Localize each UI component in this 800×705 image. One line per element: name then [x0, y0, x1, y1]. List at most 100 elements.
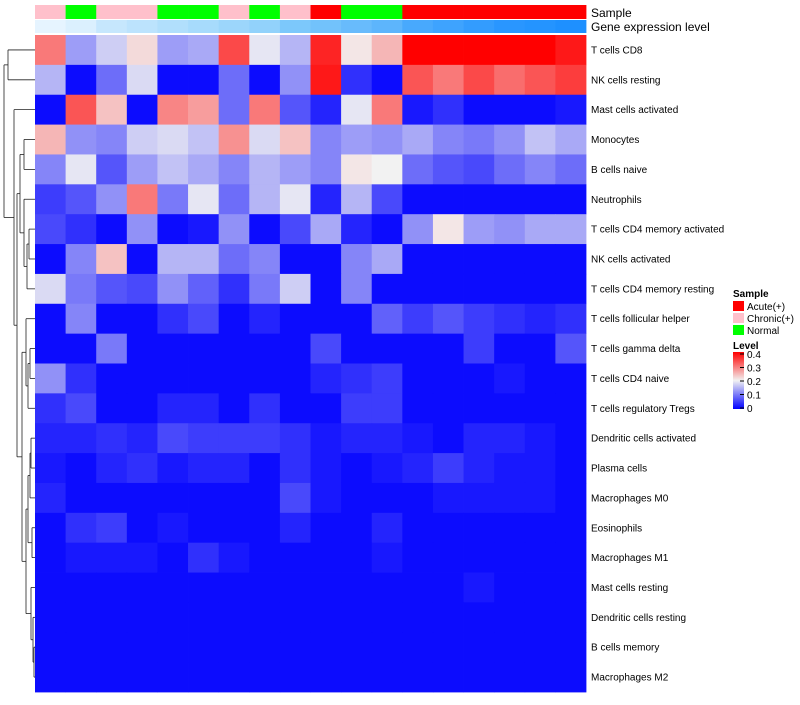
heatmap-cell: [310, 64, 342, 96]
heatmap-cell: [371, 482, 403, 514]
row-label: T cells gamma delta: [591, 344, 681, 355]
heatmap-cell: [463, 453, 495, 484]
heatmap-cell: [371, 602, 403, 633]
heatmap-cell: [371, 64, 403, 96]
row-label: Neutrophils: [591, 195, 642, 206]
sample-annotation-cell: [555, 5, 587, 19]
legend-label-normal: Normal: [747, 326, 779, 337]
heatmap-cell: [432, 64, 464, 96]
heatmap-cell: [402, 273, 434, 305]
row-label: Monocytes: [591, 135, 639, 146]
heatmap-cell: [65, 154, 97, 185]
gene-expression-annotation-cell: [555, 20, 587, 33]
gene-expression-annotation-cell: [494, 20, 526, 33]
heatmap-cell: [402, 333, 434, 364]
heatmap-cell: [432, 303, 464, 335]
sample-annotation-cell: [96, 5, 128, 19]
heatmap-cell: [341, 273, 373, 305]
heatmap-cell: [494, 393, 526, 424]
sample-annotation-cell: [157, 5, 189, 19]
heatmap-cell: [310, 423, 342, 454]
heatmap-cell: [35, 333, 67, 364]
heatmap-cell: [218, 542, 250, 573]
heatmap-cell: [157, 512, 189, 544]
heatmap-cell: [35, 64, 67, 96]
heatmap-cell: [126, 572, 158, 603]
heatmap-cell: [371, 94, 403, 125]
heatmap-cell: [96, 94, 128, 125]
heatmap-cell: [524, 184, 556, 215]
heatmap-cell: [65, 244, 97, 275]
row-label: NK cells activated: [591, 254, 670, 265]
heatmap-cell: [126, 184, 158, 215]
heatmap-cell: [555, 453, 587, 484]
heatmap-cell: [157, 244, 189, 275]
legend-level-title: Level: [733, 341, 759, 352]
heatmap-cell: [249, 453, 281, 484]
heatmap-cell: [494, 602, 526, 633]
heatmap-cell: [463, 94, 495, 125]
heatmap-cell: [279, 184, 311, 215]
heatmap-cell: [463, 154, 495, 185]
legend-level-tick-0.1: 0.1: [747, 391, 761, 402]
sample-annotation-cell: [188, 5, 220, 19]
row-label: Mast cells activated: [591, 105, 678, 116]
heatmap-cell: [35, 303, 67, 335]
heatmap-cell: [402, 423, 434, 454]
heatmap-cell: [157, 662, 189, 693]
heatmap-cell: [279, 662, 311, 693]
heatmap-cell: [555, 363, 587, 394]
row-label: T cells regulatory Tregs: [591, 404, 695, 415]
sample-annotation-cell: [402, 5, 434, 19]
heatmap-cell: [157, 124, 189, 155]
heatmap-cell: [218, 154, 250, 185]
heatmap-cell: [157, 273, 189, 305]
heatmap-cell: [555, 602, 587, 633]
heatmap-cell: [524, 632, 556, 663]
row-label: B cells naive: [591, 165, 648, 176]
heatmap-cell: [432, 453, 464, 484]
heatmap-cell: [463, 214, 495, 245]
heatmap-cell: [157, 453, 189, 484]
heatmap-cell: [188, 542, 220, 573]
gene-expression-annotation-cell: [157, 20, 189, 33]
heatmap-cell: [35, 423, 67, 454]
heatmap-cell: [249, 602, 281, 633]
heatmap-cell: [35, 35, 67, 66]
heatmap-cell: [524, 363, 556, 394]
heatmap-cell: [463, 662, 495, 693]
heatmap-cell: [249, 214, 281, 245]
heatmap-cell: [371, 662, 403, 693]
heatmap-cell: [249, 333, 281, 364]
heatmap-cell: [218, 662, 250, 693]
heatmap-cell: [126, 273, 158, 305]
heatmap-cell: [524, 244, 556, 275]
heatmap-cell: [432, 333, 464, 364]
heatmap-cell: [494, 184, 526, 215]
heatmap-cell: [35, 542, 67, 573]
heatmap-cell: [341, 482, 373, 514]
heatmap-cell: [157, 632, 189, 663]
legend-label-acute: Acute(+): [747, 302, 785, 313]
heatmap-cell: [494, 363, 526, 394]
gene-expression-annotation-cell: [65, 20, 97, 33]
heatmap-cell: [402, 124, 434, 155]
heatmap-cell: [341, 244, 373, 275]
heatmap-cell: [126, 303, 158, 335]
heatmap-cell: [188, 453, 220, 484]
row-label: T cells CD4 memory resting: [591, 284, 714, 295]
heatmap-cell: [402, 64, 434, 96]
row-label: Mast cells resting: [591, 583, 668, 594]
heatmap-cell: [218, 572, 250, 603]
gene-expression-annotation-cell: [35, 20, 67, 33]
heatmap-cell: [432, 572, 464, 603]
heatmap-cell: [555, 303, 587, 335]
sample-annotation-cell: [218, 5, 250, 19]
heatmap-cell: [555, 482, 587, 514]
sample-annotation-cell: [494, 5, 526, 19]
heatmap-cell: [402, 632, 434, 663]
heatmap-cell: [402, 244, 434, 275]
heatmap-cell: [279, 363, 311, 394]
heatmap-cell: [35, 273, 67, 305]
heatmap-cell: [310, 333, 342, 364]
